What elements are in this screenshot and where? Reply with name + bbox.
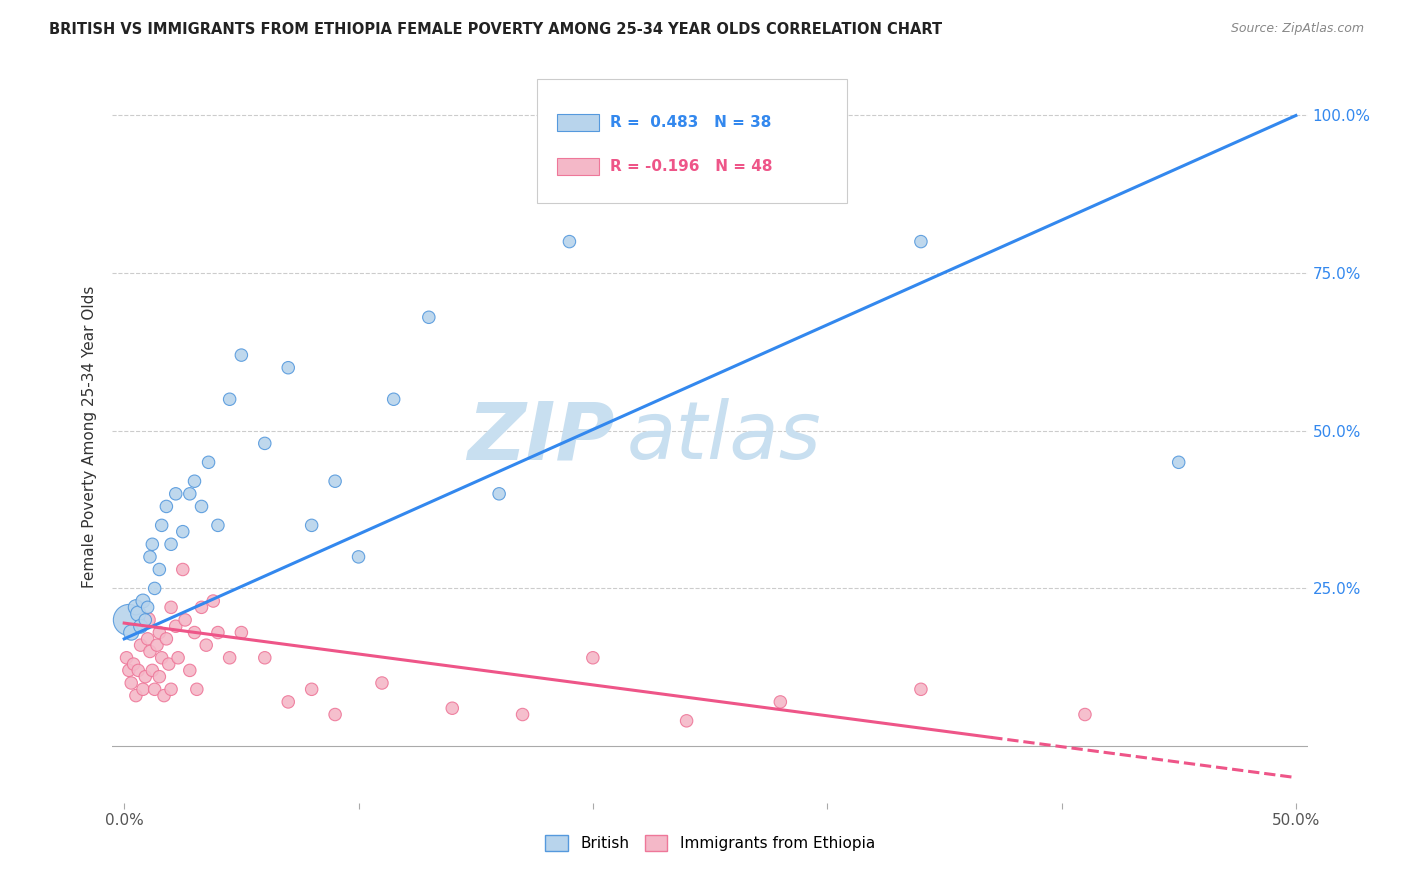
Point xyxy=(167,650,190,665)
Point xyxy=(129,638,152,652)
Point xyxy=(202,594,225,608)
Point xyxy=(139,549,162,564)
Point xyxy=(277,360,299,375)
Point xyxy=(122,657,145,671)
Point xyxy=(118,664,141,678)
Point xyxy=(418,310,440,325)
Point xyxy=(134,670,156,684)
Text: R =  0.483   N = 38: R = 0.483 N = 38 xyxy=(610,115,770,130)
Point xyxy=(323,474,346,488)
Point xyxy=(132,594,155,608)
Legend: British, Immigrants from Ethiopia: British, Immigrants from Ethiopia xyxy=(538,830,882,857)
Point xyxy=(190,600,212,615)
Point xyxy=(253,650,276,665)
FancyBboxPatch shape xyxy=(557,114,599,131)
Point xyxy=(157,657,180,671)
Point xyxy=(150,650,173,665)
Point xyxy=(136,632,159,646)
Point xyxy=(132,682,155,697)
Point xyxy=(218,392,240,407)
Point xyxy=(127,607,149,621)
Point xyxy=(136,600,159,615)
Point xyxy=(323,707,346,722)
Point xyxy=(441,701,464,715)
Point xyxy=(512,707,534,722)
Point xyxy=(146,638,169,652)
Point xyxy=(277,695,299,709)
Point xyxy=(1074,707,1097,722)
Point xyxy=(347,549,370,564)
Point xyxy=(160,682,183,697)
Point xyxy=(148,670,170,684)
Point xyxy=(231,348,253,362)
Point xyxy=(134,613,156,627)
Point xyxy=(793,108,815,122)
Point xyxy=(1167,455,1189,469)
FancyBboxPatch shape xyxy=(557,158,599,175)
Point xyxy=(118,613,141,627)
Point xyxy=(582,650,605,665)
Point xyxy=(628,108,651,122)
Point xyxy=(190,500,212,514)
Point xyxy=(218,650,240,665)
Text: atlas: atlas xyxy=(627,398,821,476)
Point xyxy=(186,682,208,697)
Point xyxy=(120,625,142,640)
Point xyxy=(165,487,187,501)
Point xyxy=(179,487,201,501)
Point xyxy=(172,524,194,539)
Point xyxy=(155,500,177,514)
Point xyxy=(136,613,159,627)
Point xyxy=(143,682,166,697)
Point xyxy=(125,600,148,615)
Point xyxy=(769,695,792,709)
Text: ZIP: ZIP xyxy=(467,398,614,476)
Point xyxy=(197,455,219,469)
Point xyxy=(143,582,166,596)
Point xyxy=(207,625,229,640)
FancyBboxPatch shape xyxy=(537,78,848,203)
Text: Source: ZipAtlas.com: Source: ZipAtlas.com xyxy=(1230,22,1364,36)
Y-axis label: Female Poverty Among 25-34 Year Olds: Female Poverty Among 25-34 Year Olds xyxy=(82,286,97,588)
Point xyxy=(160,600,183,615)
Point xyxy=(183,625,205,640)
Point xyxy=(127,664,149,678)
Point xyxy=(253,436,276,450)
Point xyxy=(699,108,721,122)
Point xyxy=(115,650,138,665)
Point xyxy=(141,537,163,551)
Point xyxy=(120,676,142,690)
Point xyxy=(155,632,177,646)
Point xyxy=(148,562,170,576)
Point xyxy=(125,689,148,703)
Point xyxy=(165,619,187,633)
Point xyxy=(488,487,510,501)
Point xyxy=(183,474,205,488)
Point xyxy=(174,613,197,627)
Point xyxy=(172,562,194,576)
Point xyxy=(195,638,218,652)
Point xyxy=(150,518,173,533)
Point xyxy=(231,625,253,640)
Point xyxy=(153,689,176,703)
Point xyxy=(371,676,394,690)
Point xyxy=(675,714,697,728)
Point xyxy=(160,537,183,551)
Point xyxy=(910,235,932,249)
Point xyxy=(382,392,405,407)
Point xyxy=(148,625,170,640)
Point xyxy=(129,619,152,633)
Point xyxy=(179,664,201,678)
Point xyxy=(301,518,323,533)
Point xyxy=(207,518,229,533)
Point xyxy=(139,644,162,658)
Text: R = -0.196   N = 48: R = -0.196 N = 48 xyxy=(610,159,772,174)
Point xyxy=(141,664,163,678)
Text: BRITISH VS IMMIGRANTS FROM ETHIOPIA FEMALE POVERTY AMONG 25-34 YEAR OLDS CORRELA: BRITISH VS IMMIGRANTS FROM ETHIOPIA FEMA… xyxy=(49,22,942,37)
Point xyxy=(558,235,581,249)
Point xyxy=(301,682,323,697)
Point xyxy=(910,682,932,697)
